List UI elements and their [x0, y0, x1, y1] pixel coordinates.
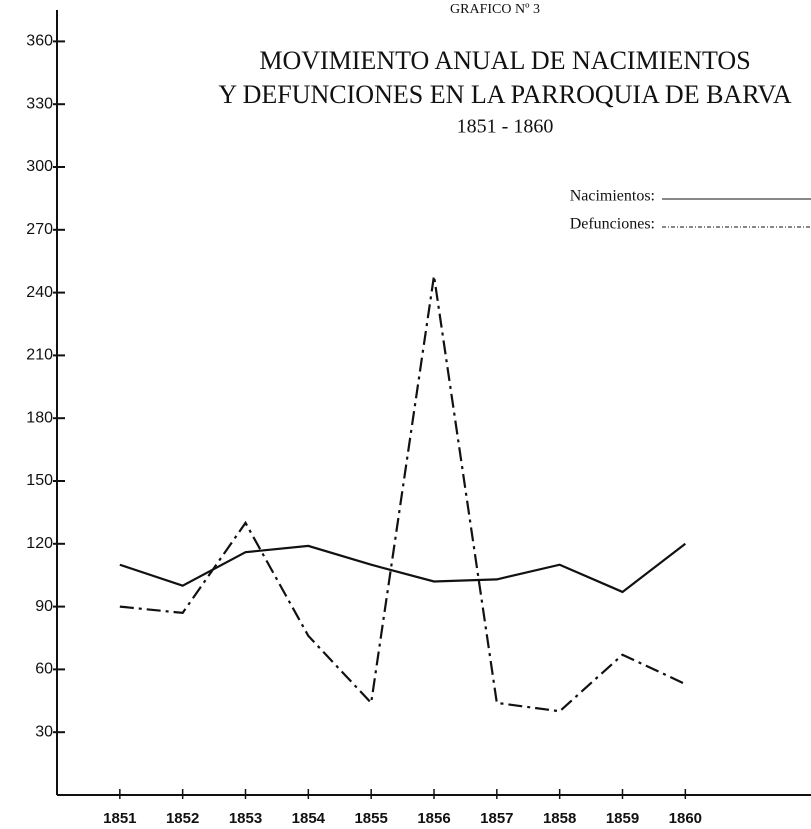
x-tick-label: 1857 [480, 810, 513, 827]
chart-header: GRAFICO Nº 3 [450, 2, 540, 17]
series-line [119, 542, 687, 594]
y-tick-label: 270 [26, 221, 53, 238]
y-tick-label: 210 [26, 347, 53, 364]
x-tick-label: 1853 [229, 810, 262, 827]
chart-subtitle: 1851 - 1860 [457, 116, 554, 138]
x-tick-label: 1854 [292, 810, 326, 827]
chart-title: MOVIMIENTO ANUAL DE NACIMIENTOS [259, 46, 750, 75]
y-tick-label: 30 [35, 723, 53, 740]
y-tick-label: 240 [26, 284, 53, 301]
x-tick-label: 1856 [417, 810, 450, 827]
y-tick-label: 360 [26, 33, 53, 50]
x-tick-label: 1851 [103, 810, 136, 827]
y-tick-label: 330 [26, 95, 53, 112]
y-tick-label: 60 [35, 661, 53, 678]
series-line [119, 275, 686, 713]
y-tick-label: 180 [26, 409, 53, 426]
y-tick-label: 90 [35, 598, 53, 615]
legend-label: Nacimientos: [570, 188, 655, 205]
y-tick-label: 120 [26, 535, 53, 552]
x-tick-label: 1855 [354, 810, 387, 827]
chart-title: Y DEFUNCIONES EN LA PARROQUIA DE BARVA [218, 80, 792, 109]
y-tick-label: 150 [26, 472, 53, 489]
x-tick-label: 1859 [606, 810, 639, 827]
x-tick-label: 1860 [669, 810, 702, 827]
y-tick-label: 300 [26, 158, 53, 175]
x-tick-label: 1858 [543, 810, 576, 827]
x-tick-label: 1852 [166, 810, 199, 827]
legend-label: Defunciones: [570, 216, 655, 233]
